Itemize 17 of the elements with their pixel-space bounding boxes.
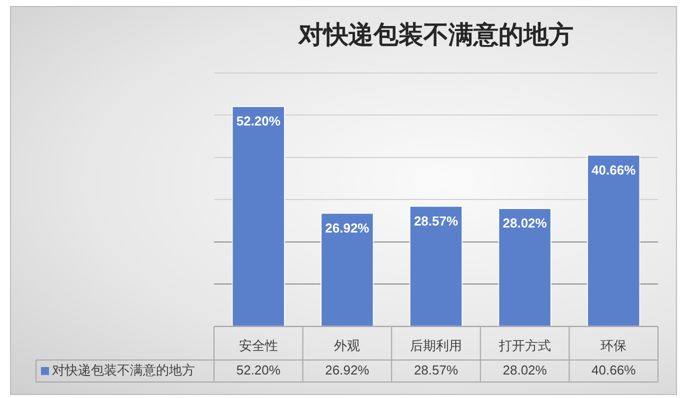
text: 52.20% (236, 114, 280, 129)
text: 40.66% (592, 162, 636, 178)
x-tick-label: 后期利用 (410, 338, 462, 353)
x-tick-label: 环保 (600, 338, 627, 353)
data-label: 40.66% (592, 362, 636, 378)
x-tick-label: 打开方式 (498, 338, 551, 353)
chart-title: 对快递包装不满意的地方 (298, 20, 574, 49)
data-label: 28.57% (414, 362, 458, 378)
x-tick-label: 外观 (334, 338, 360, 353)
x-tick-label: 安全性 (238, 338, 278, 353)
text: 28.02% (502, 216, 547, 231)
data-label: 26.92% (325, 362, 370, 378)
text: 26.92% (325, 220, 370, 236)
data-label: 28.02% (502, 362, 548, 378)
text: 28.57% (414, 213, 458, 228)
data-label: 52.20% (236, 362, 281, 378)
legend-label: 对快递包装不满意的地方 (52, 362, 195, 378)
